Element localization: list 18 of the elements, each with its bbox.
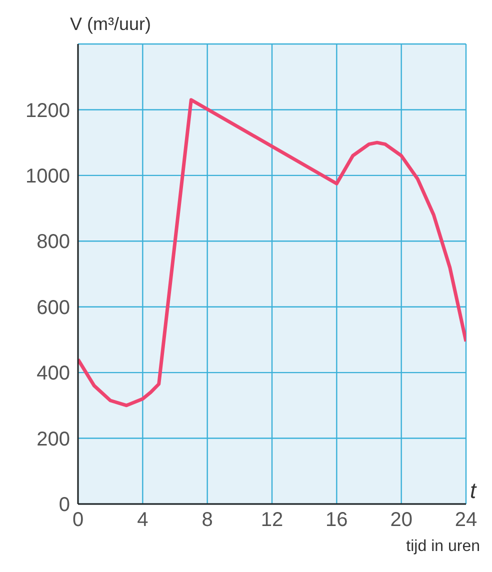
x-tick-label: 12 xyxy=(260,509,284,532)
y-tick-label: 200 xyxy=(36,428,70,450)
line-series xyxy=(78,98,466,408)
y-tick-label: 1200 xyxy=(26,100,70,122)
y-axis-title: V (m³/uur) xyxy=(70,14,151,35)
x-tick-label: 20 xyxy=(390,509,412,532)
y-tick-label: 0 xyxy=(58,494,70,516)
x-tick-label: 16 xyxy=(326,509,348,532)
y-tick-label: 1000 xyxy=(26,166,70,188)
x-tick-label: 4 xyxy=(137,509,148,532)
x-tick-label: 24 xyxy=(454,509,478,532)
x-tick-label: 0 xyxy=(72,509,84,532)
y-tick-label: 400 xyxy=(36,362,70,385)
x-axis-title: t xyxy=(470,478,476,504)
y-tick-label: 600 xyxy=(36,296,70,319)
x-tick-label: 8 xyxy=(202,509,213,532)
y-tick-label: 800 xyxy=(36,231,70,254)
text: tijd in uren xyxy=(406,538,480,556)
